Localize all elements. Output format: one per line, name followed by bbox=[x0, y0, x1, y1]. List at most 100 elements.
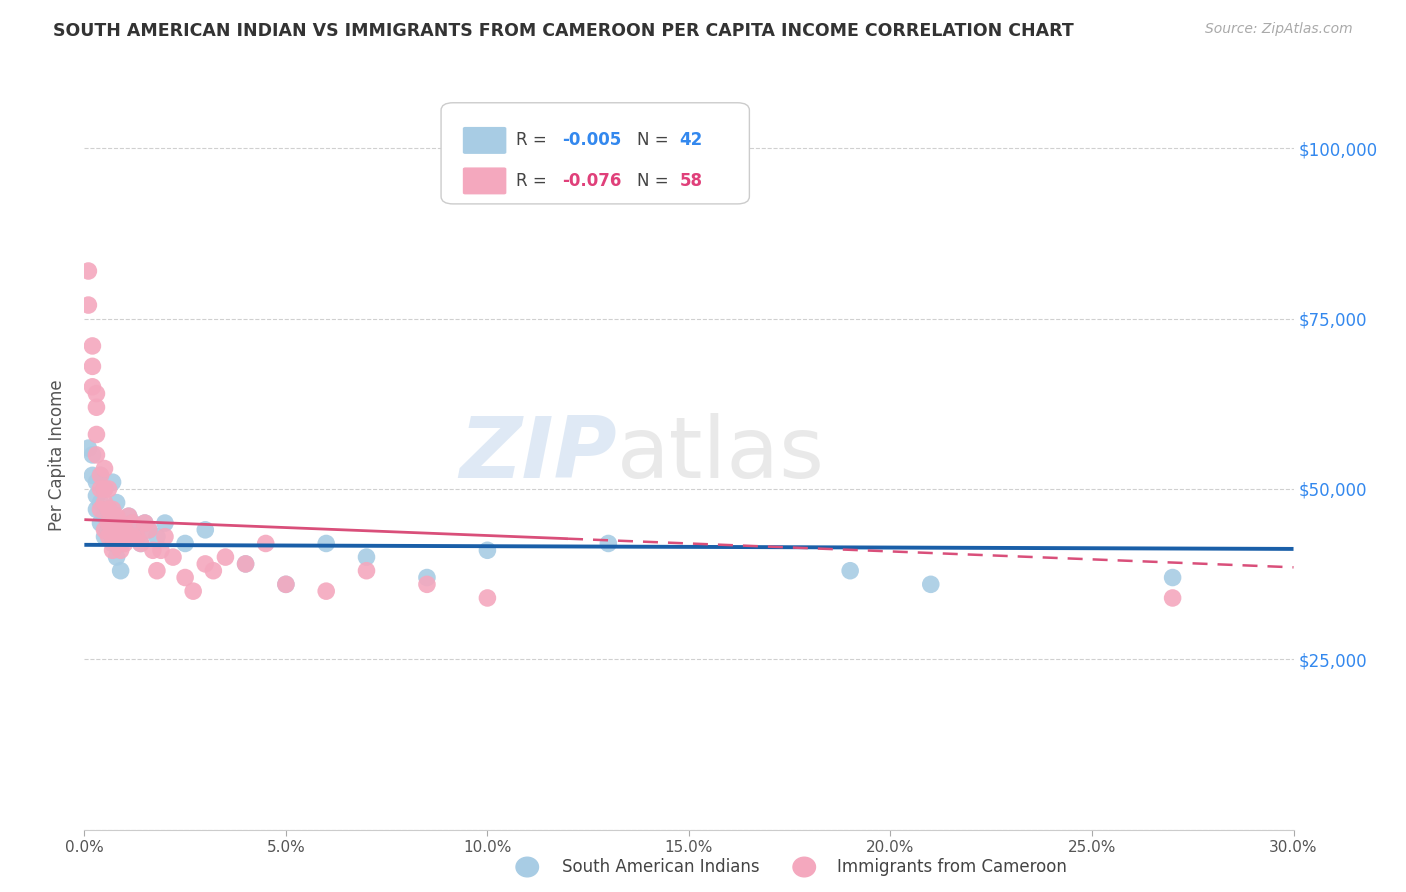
Point bbox=[138, 523, 160, 537]
Text: -0.076: -0.076 bbox=[562, 172, 621, 190]
Point bbox=[101, 530, 124, 544]
Point bbox=[598, 536, 620, 550]
Point bbox=[101, 516, 124, 530]
Point bbox=[142, 543, 165, 558]
Point bbox=[97, 530, 120, 544]
FancyBboxPatch shape bbox=[463, 168, 506, 194]
Text: South American Indians: South American Indians bbox=[562, 858, 761, 876]
Point bbox=[194, 523, 217, 537]
Point bbox=[315, 584, 337, 599]
Point bbox=[105, 495, 128, 509]
Point bbox=[82, 380, 104, 394]
Point bbox=[110, 530, 132, 544]
Point bbox=[153, 530, 176, 544]
Point bbox=[110, 543, 132, 558]
Point bbox=[114, 536, 136, 550]
Point bbox=[77, 264, 100, 278]
Point bbox=[93, 482, 115, 496]
Point bbox=[121, 530, 143, 544]
Point bbox=[97, 482, 120, 496]
Point bbox=[89, 495, 111, 509]
Point bbox=[274, 577, 297, 591]
Point bbox=[129, 536, 152, 550]
Point bbox=[89, 468, 111, 483]
Point bbox=[356, 550, 378, 565]
Text: Source: ZipAtlas.com: Source: ZipAtlas.com bbox=[1205, 22, 1353, 37]
Point bbox=[86, 475, 108, 490]
Point bbox=[105, 536, 128, 550]
Point bbox=[254, 536, 277, 550]
Point bbox=[174, 536, 197, 550]
Point bbox=[138, 523, 160, 537]
Point bbox=[146, 530, 169, 544]
Point bbox=[105, 550, 128, 565]
Text: N =: N = bbox=[637, 131, 673, 149]
Point bbox=[315, 536, 337, 550]
Point bbox=[129, 536, 152, 550]
Point bbox=[110, 530, 132, 544]
Point bbox=[97, 502, 120, 516]
Point bbox=[174, 570, 197, 584]
Point bbox=[97, 502, 120, 516]
Point bbox=[146, 564, 169, 578]
Point bbox=[93, 482, 115, 496]
Point bbox=[194, 557, 217, 571]
Text: SOUTH AMERICAN INDIAN VS IMMIGRANTS FROM CAMEROON PER CAPITA INCOME CORRELATION : SOUTH AMERICAN INDIAN VS IMMIGRANTS FROM… bbox=[53, 22, 1074, 40]
Point bbox=[121, 516, 143, 530]
Point bbox=[82, 448, 104, 462]
Point bbox=[110, 564, 132, 578]
Point bbox=[1161, 591, 1184, 605]
Point bbox=[114, 523, 136, 537]
Point bbox=[101, 543, 124, 558]
Point bbox=[235, 557, 257, 571]
Point bbox=[93, 495, 115, 509]
Point bbox=[86, 489, 108, 503]
FancyBboxPatch shape bbox=[463, 127, 506, 154]
Point bbox=[839, 564, 862, 578]
Point bbox=[86, 502, 108, 516]
Point bbox=[101, 475, 124, 490]
Point bbox=[97, 516, 120, 530]
Point bbox=[181, 584, 204, 599]
Point bbox=[89, 468, 111, 483]
Text: R =: R = bbox=[516, 131, 553, 149]
Point bbox=[86, 448, 108, 462]
Point bbox=[93, 530, 115, 544]
Point bbox=[134, 516, 156, 530]
Point bbox=[214, 550, 236, 565]
Text: R =: R = bbox=[516, 172, 553, 190]
Point bbox=[101, 536, 124, 550]
Point bbox=[101, 502, 124, 516]
Text: 42: 42 bbox=[679, 131, 703, 149]
Point bbox=[153, 516, 176, 530]
Point bbox=[477, 543, 499, 558]
Point bbox=[202, 564, 225, 578]
Point bbox=[477, 591, 499, 605]
Point bbox=[235, 557, 257, 571]
Text: 58: 58 bbox=[679, 172, 702, 190]
Point bbox=[77, 441, 100, 455]
Point bbox=[274, 577, 297, 591]
Point bbox=[356, 564, 378, 578]
Point bbox=[93, 509, 115, 524]
Point bbox=[118, 530, 141, 544]
Point bbox=[162, 550, 184, 565]
Point bbox=[93, 523, 115, 537]
Point bbox=[86, 401, 108, 415]
Point bbox=[114, 523, 136, 537]
Point bbox=[86, 427, 108, 442]
Point bbox=[101, 509, 124, 524]
Point bbox=[416, 570, 439, 584]
Point bbox=[118, 509, 141, 524]
Point bbox=[134, 516, 156, 530]
Point bbox=[82, 468, 104, 483]
Point bbox=[121, 516, 143, 530]
Text: ZIP: ZIP bbox=[458, 413, 616, 497]
Point bbox=[89, 516, 111, 530]
Text: N =: N = bbox=[637, 172, 673, 190]
Point bbox=[149, 543, 172, 558]
Point bbox=[89, 482, 111, 496]
Point bbox=[93, 461, 115, 475]
Point bbox=[110, 516, 132, 530]
Y-axis label: Per Capita Income: Per Capita Income bbox=[48, 379, 66, 531]
